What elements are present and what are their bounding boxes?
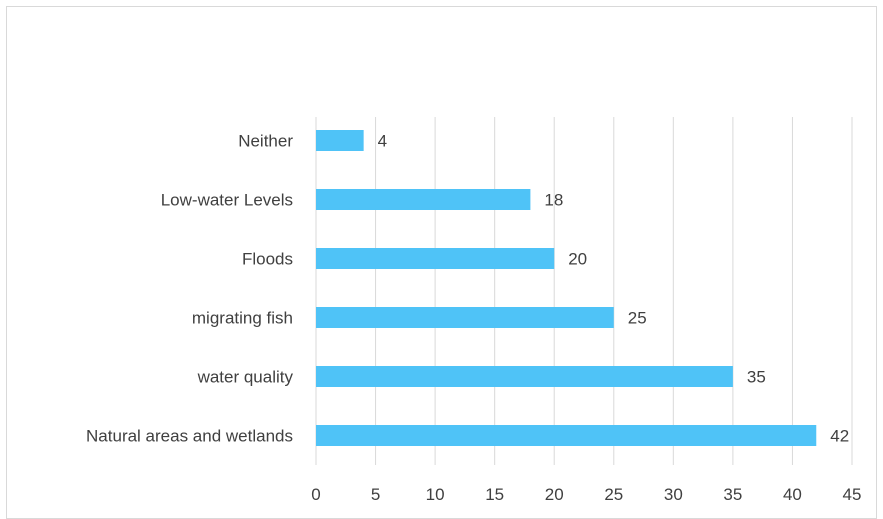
- data-label: 25: [628, 309, 647, 328]
- bar: [316, 425, 817, 446]
- data-label: 20: [568, 250, 587, 269]
- bar: [316, 130, 364, 151]
- bar: [316, 366, 733, 387]
- bar: [316, 189, 531, 210]
- grid-lines: [315, 117, 853, 465]
- category-label: Floods: [242, 250, 293, 269]
- category-label: Neither: [238, 132, 293, 151]
- x-tick-label: 25: [604, 485, 623, 504]
- bar: [316, 307, 614, 328]
- data-label: 42: [830, 427, 849, 446]
- x-tick-label: 20: [545, 485, 564, 504]
- category-label: Natural areas and wetlands: [86, 427, 293, 446]
- x-tick-label: 10: [426, 485, 445, 504]
- bar: [316, 248, 555, 269]
- category-label: water quality: [197, 368, 294, 387]
- x-tick-label: 40: [783, 485, 802, 504]
- labels: 0 5 10 15 20 25 30 35 40 45 Neither 4 Low-water Leve…: [86, 132, 861, 505]
- category-label: migrating fish: [192, 309, 293, 328]
- category-label: Low-water Levels: [161, 191, 293, 210]
- x-tick-label: 45: [843, 485, 862, 504]
- x-tick-label: 35: [723, 485, 742, 504]
- x-tick-label: 30: [664, 485, 683, 504]
- x-tick-label: 5: [371, 485, 380, 504]
- x-tick-label: 0: [311, 485, 320, 504]
- x-tick-label: 15: [485, 485, 504, 504]
- data-label: 35: [747, 368, 766, 387]
- bars: [316, 130, 817, 446]
- data-label: 4: [378, 132, 387, 151]
- data-label: 18: [544, 191, 563, 210]
